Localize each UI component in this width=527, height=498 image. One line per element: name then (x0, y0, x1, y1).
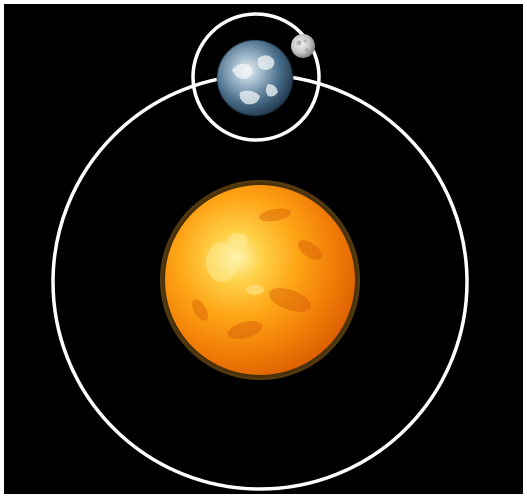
sun (160, 180, 360, 380)
moon (291, 34, 315, 58)
earth (216, 39, 294, 117)
moon-orbit (191, 12, 321, 142)
